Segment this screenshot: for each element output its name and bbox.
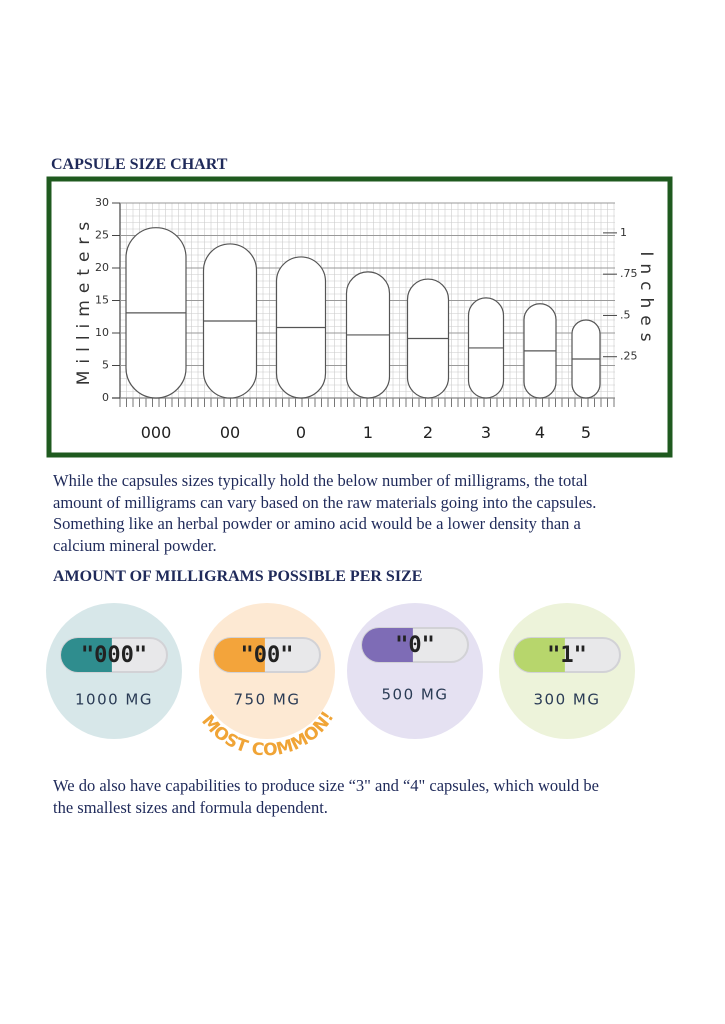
y-axis-label: Millimeters bbox=[74, 215, 94, 386]
pill-label: "0" bbox=[395, 633, 435, 658]
amount: 750 MG bbox=[234, 691, 301, 709]
y-tick-label: 5 bbox=[102, 359, 109, 372]
y2-axis-label: Inches bbox=[636, 251, 656, 348]
badge-circle bbox=[347, 603, 483, 739]
pill-half bbox=[214, 638, 265, 672]
x-tick-label: 3 bbox=[481, 423, 491, 442]
pill-half bbox=[514, 638, 565, 672]
y2-tick-label: .75 bbox=[620, 267, 638, 280]
x-tick-label: 4 bbox=[535, 423, 545, 442]
x-tick-label: 00 bbox=[220, 423, 240, 442]
amount: 1000 MG bbox=[75, 691, 153, 709]
y-tick-label: 20 bbox=[95, 261, 109, 274]
x-tick-label: 000 bbox=[141, 423, 172, 442]
chart-heading: CAPSULE SIZE CHART bbox=[51, 156, 228, 173]
pill-label: "000" bbox=[81, 643, 147, 668]
pill-label: "00" bbox=[241, 643, 294, 668]
y2-tick-label: 1 bbox=[620, 226, 627, 239]
y-tick-label: 25 bbox=[95, 229, 109, 242]
amount: 300 MG bbox=[534, 691, 601, 709]
y-tick-label: 15 bbox=[95, 294, 109, 307]
x-tick-label: 5 bbox=[581, 423, 591, 442]
paragraph: While the capsules sizes typically hold … bbox=[53, 471, 597, 555]
y-tick-label: 0 bbox=[102, 391, 109, 404]
y-tick-label: 10 bbox=[95, 326, 109, 339]
pill-half bbox=[61, 638, 112, 672]
pill-label: "1" bbox=[547, 643, 587, 668]
x-tick-label: 2 bbox=[423, 423, 433, 442]
size-badges: "000" 1000 MG "00" 750 MG "0" 500 MG "1" 300 MG… bbox=[46, 603, 635, 761]
section-heading: AMOUNT OF MILLIGRAMS POSSIBLE PER SIZE bbox=[53, 568, 422, 585]
y2-tick-label: .5 bbox=[620, 308, 631, 321]
pill-half bbox=[362, 628, 413, 662]
paragraph: We do also have capabilities to produce … bbox=[53, 776, 599, 817]
amount: 500 MG bbox=[382, 686, 449, 704]
y2-tick-label: .25 bbox=[620, 350, 638, 363]
x-tick-label: 0 bbox=[296, 423, 306, 442]
y-tick-label: 30 bbox=[95, 196, 109, 209]
x-tick-label: 1 bbox=[363, 423, 373, 442]
